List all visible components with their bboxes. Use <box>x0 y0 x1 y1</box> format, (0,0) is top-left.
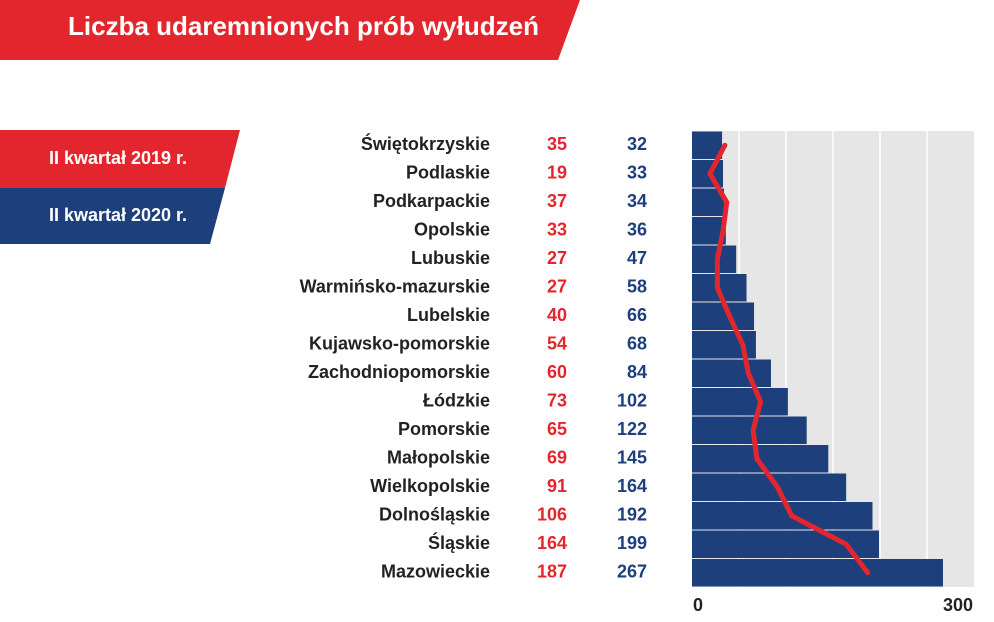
category-label: Lubuskie <box>411 248 490 268</box>
value-label: 37 <box>547 191 567 211</box>
value-label: 102 <box>617 391 647 411</box>
x-tick-label: 0 <box>693 595 703 615</box>
value-label: 192 <box>617 505 647 525</box>
value-label: 69 <box>547 448 567 468</box>
value-label: 106 <box>537 505 567 525</box>
category-label: Małopolskie <box>387 448 490 468</box>
category-label: Wielkopolskie <box>370 476 490 496</box>
bar <box>692 388 788 416</box>
value-label: 164 <box>537 533 567 553</box>
legend-swatch <box>0 188 225 244</box>
category-label: Kujawsko-pomorskie <box>309 334 490 354</box>
legend-label: II kwartał 2019 r. <box>49 148 187 168</box>
bar <box>692 445 829 473</box>
value-label: 122 <box>617 419 647 439</box>
value-label: 145 <box>617 448 647 468</box>
value-label: 19 <box>547 163 567 183</box>
bar <box>692 502 873 530</box>
value-label: 36 <box>627 220 647 240</box>
value-label: 34 <box>627 191 647 211</box>
value-label: 199 <box>617 533 647 553</box>
bar <box>692 559 943 587</box>
category-label: Łódzkie <box>423 391 490 411</box>
value-label: 91 <box>547 476 567 496</box>
category-label: Lubelskie <box>407 305 490 325</box>
value-label: 47 <box>627 248 647 268</box>
value-label: 73 <box>547 391 567 411</box>
value-label: 33 <box>627 163 647 183</box>
value-label: 60 <box>547 362 567 382</box>
bar <box>692 245 737 273</box>
category-label: Dolnośląskie <box>379 505 490 525</box>
value-label: 40 <box>547 305 567 325</box>
value-label: 164 <box>617 476 647 496</box>
value-label: 33 <box>547 220 567 240</box>
bar <box>692 359 771 387</box>
bar <box>692 131 723 159</box>
category-label: Mazowieckie <box>381 562 490 582</box>
category-label: Zachodniopomorskie <box>308 362 490 382</box>
title-banner <box>0 0 580 60</box>
category-label: Świętokrzyskie <box>361 133 490 154</box>
legend-swatch <box>0 130 240 188</box>
value-label: 66 <box>627 305 647 325</box>
category-label: Śląskie <box>428 532 490 553</box>
category-label: Opolskie <box>414 220 490 240</box>
value-label: 187 <box>537 562 567 582</box>
value-label: 54 <box>547 334 567 354</box>
value-label: 65 <box>547 419 567 439</box>
chart-title: Liczba udaremnionych prób wyłudzeń <box>68 11 539 41</box>
value-label: 27 <box>547 248 567 268</box>
value-label: 35 <box>547 134 567 154</box>
category-label: Warmińsko-mazurskie <box>300 277 490 297</box>
legend-label: II kwartał 2020 r. <box>49 205 187 225</box>
value-label: 32 <box>627 134 647 154</box>
category-label: Podkarpackie <box>373 191 490 211</box>
value-label: 267 <box>617 562 647 582</box>
value-label: 58 <box>627 277 647 297</box>
bar <box>692 416 807 444</box>
value-label: 68 <box>627 334 647 354</box>
category-label: Podlaskie <box>406 163 490 183</box>
value-label: 84 <box>627 362 647 382</box>
x-tick-label: 300 <box>943 595 973 615</box>
value-label: 27 <box>547 277 567 297</box>
category-label: Pomorskie <box>398 419 490 439</box>
line <box>707 142 871 576</box>
